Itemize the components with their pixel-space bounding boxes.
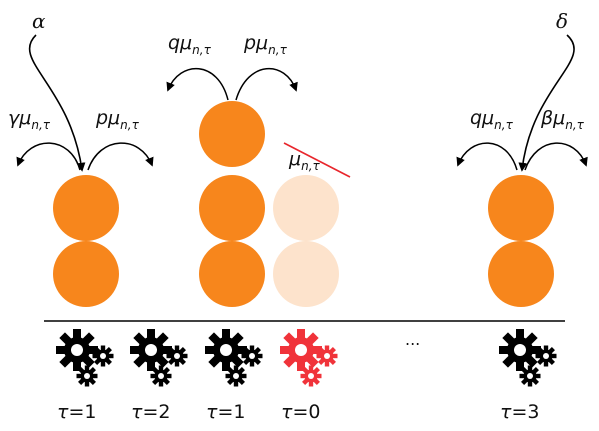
ellipsis-label: ... (405, 330, 420, 349)
failed-server-tau-label: τ=0 (281, 401, 320, 423)
queue-balls (53, 101, 554, 307)
alpha-label: α (32, 9, 46, 33)
rate-label-q5: qμn,τ (470, 107, 514, 132)
job-ball (199, 241, 265, 307)
rate-arrow-p1 (87, 142, 154, 171)
server-tau-label: τ=1 (206, 401, 245, 423)
arrival-arrow-delta (518, 34, 575, 172)
rate-arrow-gamma (16, 142, 81, 171)
job-ball (488, 241, 554, 307)
server-tau-labels: τ=1 τ=2 τ=1 τ=0 τ=3 (57, 401, 539, 423)
server-gear-icon (205, 329, 263, 387)
strike-line (283, 142, 351, 178)
rate-label-p1: pμn,τ (95, 107, 140, 132)
arrival-arrow-alpha (28, 34, 86, 172)
rate-label-beta: βμn,τ (540, 107, 585, 132)
server-tau-label: τ=2 (131, 401, 170, 423)
delta-label: δ (556, 9, 568, 33)
server-gear-icon (56, 329, 114, 387)
job-ball (199, 101, 265, 167)
server-tau-label: τ=1 (57, 401, 96, 423)
rate-label-q3: qμn,τ (168, 32, 212, 57)
rate-label-p3: pμn,τ (243, 32, 288, 57)
job-ball (53, 175, 119, 241)
server-gears (56, 329, 557, 387)
server-gear-icon (499, 329, 557, 387)
job-ball (199, 175, 265, 241)
job-ball (53, 241, 119, 307)
server-gear-icon (130, 329, 188, 387)
faded-job-ball (273, 241, 339, 307)
rate-arrow-q3 (166, 67, 229, 101)
job-ball (488, 175, 554, 241)
rate-arrow-p3 (235, 67, 298, 101)
faded-job-ball (273, 175, 339, 241)
server-tau-label: τ=3 (500, 401, 539, 423)
failed-server-gear-icon (280, 329, 338, 387)
rate-label-struck: μn,τ (288, 148, 321, 173)
rate-arrow-q5 (456, 142, 518, 171)
rate-label-gamma: γμn,τ (8, 107, 51, 132)
rate-arrow-beta (524, 142, 588, 171)
